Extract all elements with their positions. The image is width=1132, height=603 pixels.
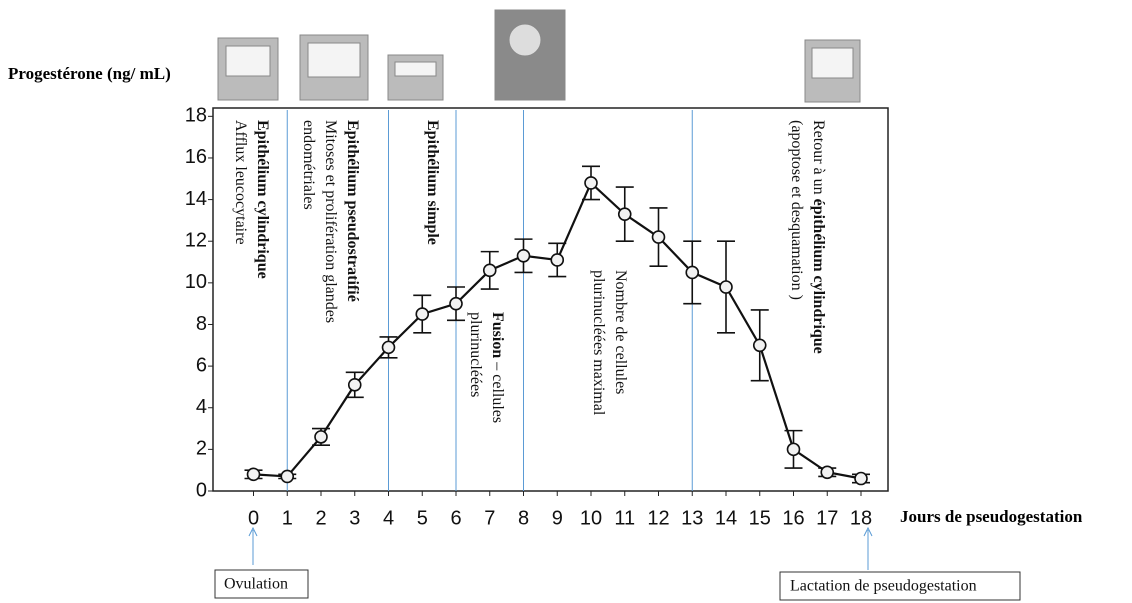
data-point (518, 250, 530, 262)
annotation: Nombre de cellules (612, 270, 629, 394)
data-point (653, 231, 665, 243)
annotation: Afflux leucocytaire (232, 120, 249, 245)
x-axis-title: Jours de pseudogestation (900, 507, 1083, 526)
x-tick-label: 14 (715, 507, 737, 529)
annotation-part: plurinucléées (467, 312, 484, 397)
x-tick-label: 7 (484, 507, 495, 529)
annotation-part: Nombre de cellules (612, 270, 629, 394)
data-point (315, 431, 327, 443)
data-point (484, 264, 496, 276)
y-tick-label: 2 (196, 438, 207, 460)
data-point (788, 443, 800, 455)
annotation: Epithélium cylindrique (254, 120, 271, 279)
y-tick-label: 4 (196, 396, 207, 418)
data-point (754, 339, 766, 351)
epithelium-image (395, 62, 436, 76)
epithelium-image (226, 46, 270, 76)
thumbnails (218, 10, 860, 102)
annotation-part: – cellules (489, 358, 506, 423)
annotation-part: épithélium cylindrique (810, 199, 827, 354)
annotation: plurinucléées (467, 312, 484, 397)
x-tick-label: 4 (383, 507, 394, 529)
x-tick-label: 15 (749, 507, 771, 529)
x-tick-label: 0 (248, 507, 259, 529)
data-point (349, 379, 361, 391)
annotation-part: endométriales (300, 120, 317, 210)
epithelium-image (812, 48, 853, 78)
data-point (383, 341, 395, 353)
annotation: Mitoses et prolifération glandes (322, 120, 339, 323)
x-tick-label: 16 (782, 507, 804, 529)
chart: Progestérone (ng/ mL) Jours de pseudoges… (0, 0, 1132, 603)
data-point (821, 466, 833, 478)
y-axis-title: Progestérone (ng/ mL) (8, 64, 171, 83)
data-point (450, 298, 462, 310)
y-tick-label: 18 (185, 105, 207, 127)
event-label: Lactation de pseudogestation (790, 578, 977, 595)
y-tick-label: 8 (196, 313, 207, 335)
histology-image (509, 24, 541, 56)
annotation: (apoptose et desquamation ) (788, 120, 805, 300)
y-tick-label: 16 (185, 146, 207, 168)
x-tick-label: 9 (552, 507, 563, 529)
annotation-part: Epithélium cylindrique (254, 120, 271, 279)
x-tick-label: 12 (647, 507, 669, 529)
epithelium-image (308, 43, 360, 77)
data-point (585, 177, 597, 189)
y-tick-label: 12 (185, 229, 207, 251)
annotation: endométriales (300, 120, 317, 210)
y-tick-label: 14 (185, 188, 207, 210)
data-point (619, 208, 631, 220)
annotation-part: Afflux leucocytaire (232, 120, 249, 245)
y-tick-label: 0 (196, 479, 207, 501)
x-tick-label: 2 (315, 507, 326, 529)
annotation: Epithélium simple (424, 120, 441, 245)
annotation: Epithélium pseudostratifié (344, 120, 361, 302)
x-tick-label: 6 (450, 507, 461, 529)
annotation: plurinucléées maximal (590, 270, 607, 416)
event-label: Ovulation (224, 576, 288, 593)
x-tick-label: 17 (816, 507, 838, 529)
data-point (416, 308, 428, 320)
annotation-part: Epithélium pseudostratifié (344, 120, 361, 302)
x-tick-label: 1 (282, 507, 293, 529)
x-tick-label: 13 (681, 507, 703, 529)
data-point (281, 470, 293, 482)
annotation-part: (apoptose et desquamation ) (788, 120, 805, 300)
annotation-part: Epithélium simple (424, 120, 441, 245)
annotation: Retour à un épithélium cylindrique (810, 120, 827, 354)
x-tick-label: 11 (614, 507, 635, 529)
data-point (720, 281, 732, 293)
data-point (551, 254, 563, 266)
annotation-part: Retour à un (810, 120, 827, 199)
y-tick-label: 10 (185, 271, 207, 293)
y-tick-label: 6 (196, 354, 207, 376)
x-tick-label: 3 (349, 507, 360, 529)
annotation-part: plurinucléées maximal (590, 270, 607, 416)
data-point (686, 266, 698, 278)
x-tick-label: 18 (850, 507, 872, 529)
x-tick-label: 10 (580, 507, 602, 529)
annotation-part: Mitoses et prolifération glandes (322, 120, 339, 323)
annotation-part: Fusion (489, 312, 506, 358)
data-point (855, 473, 867, 485)
annotation: Fusion – cellules (489, 312, 506, 423)
x-tick-label: 8 (518, 507, 529, 529)
x-tick-label: 5 (417, 507, 428, 529)
data-point (248, 468, 260, 480)
